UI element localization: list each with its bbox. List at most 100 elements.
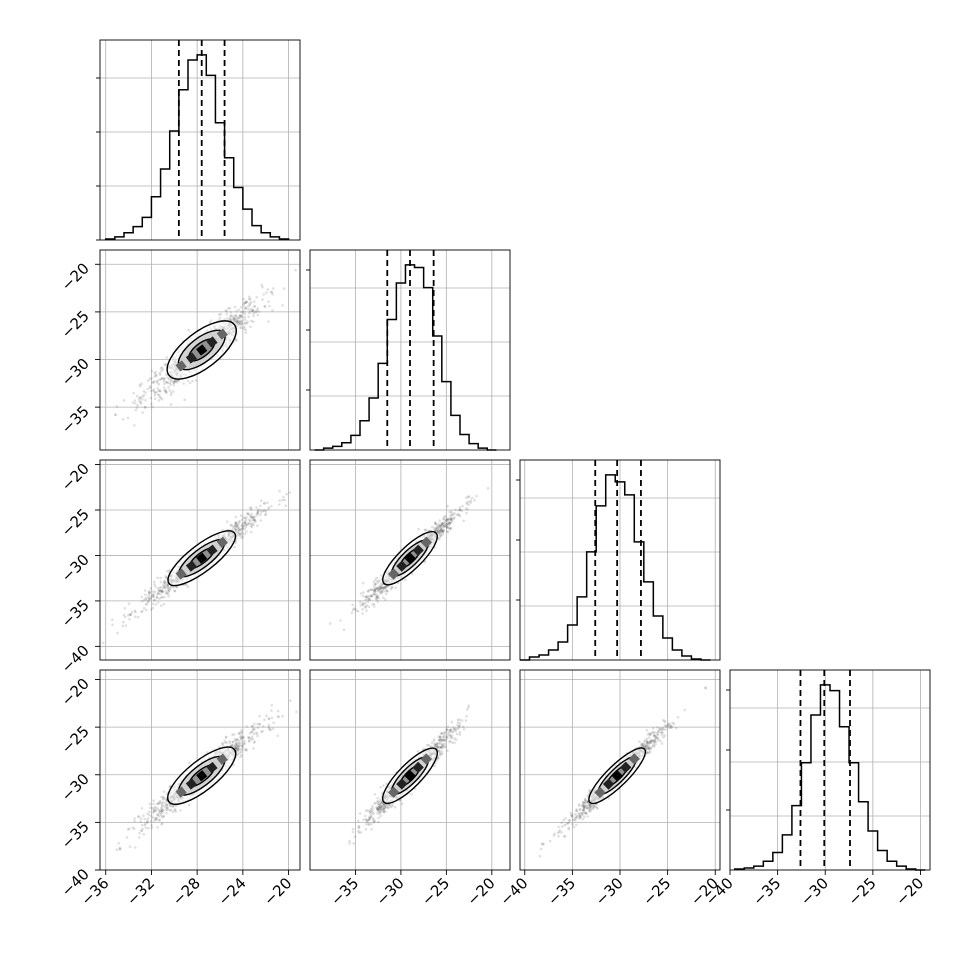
scatter-point [457, 509, 461, 512]
scatter-point [372, 580, 376, 584]
scatter-point [236, 526, 240, 529]
histogram-bin [859, 802, 869, 870]
scatter-point [182, 382, 185, 385]
scatter-point [164, 390, 167, 393]
scatter-point [134, 610, 137, 614]
scatter-point [253, 740, 256, 743]
scatter-point [161, 590, 164, 594]
scatter-point [163, 581, 166, 584]
scatter-point [129, 613, 132, 616]
scatter-point [240, 532, 244, 536]
scatter-point [167, 589, 171, 592]
histogram-bin [606, 475, 616, 660]
scatter-point [465, 502, 469, 506]
histogram-panel-3 [726, 669, 931, 871]
scatter-point [441, 531, 444, 534]
scatter-point [128, 613, 132, 616]
scatter-point [445, 522, 449, 526]
scatter-point [245, 516, 248, 519]
scatter-point [255, 506, 258, 509]
scatter-point [149, 396, 153, 400]
scatter-point [362, 818, 365, 822]
histogram-bin [634, 542, 644, 660]
scatter-point [258, 513, 262, 517]
scatter-point [139, 384, 142, 388]
scatter-point [235, 525, 238, 528]
scatter-point [261, 725, 265, 728]
scatter-point [235, 320, 238, 323]
scatter-point [253, 305, 257, 308]
scatter-point [283, 498, 287, 502]
scatter-point [138, 396, 142, 399]
scatter-point [660, 742, 664, 745]
scatter-point [234, 525, 237, 528]
scatter-point [453, 512, 456, 515]
scatter-point [253, 722, 256, 726]
scatter-point [150, 608, 153, 611]
scatter-point [225, 309, 228, 313]
scatter-point [160, 590, 164, 593]
scatter-point [243, 327, 246, 331]
scatter-point [139, 400, 142, 404]
scatter-point [382, 596, 385, 599]
panel-frame [99, 249, 301, 451]
scatter-point [384, 810, 387, 813]
scatter-point [270, 716, 274, 720]
scatter-point [144, 597, 148, 600]
scatter-point [364, 605, 367, 608]
scatter-point [163, 389, 167, 392]
histogram-bin [252, 226, 261, 240]
scatter-point [234, 541, 237, 545]
scatter-point [229, 314, 233, 317]
scatter-point [122, 620, 125, 624]
scatter-point [139, 820, 143, 823]
scatter-point [270, 290, 273, 294]
scatter-point [153, 583, 156, 586]
scatter-point [250, 735, 254, 739]
scatter-point [394, 586, 397, 589]
scatter-point [433, 527, 436, 530]
scatter-point [438, 536, 441, 540]
scatter-point [164, 381, 168, 384]
scatter-point [465, 496, 468, 500]
scatter-point [152, 593, 155, 597]
scatter-point [159, 592, 162, 596]
scatter-point [251, 737, 254, 741]
scatter-point [371, 594, 374, 597]
scatter-point [188, 761, 191, 764]
scatter-point [239, 748, 242, 751]
scatter-point [243, 318, 247, 322]
scatter-point [251, 320, 255, 324]
scatter-point [442, 515, 446, 518]
scatter-point [449, 740, 452, 743]
scatter-point [141, 398, 144, 401]
scatter-point [583, 815, 586, 819]
scatter-point [140, 829, 144, 833]
scatter-point [156, 393, 160, 397]
scatter-point [438, 746, 441, 749]
scatter-point [150, 826, 154, 830]
scatter-point [239, 326, 242, 330]
scatter-point [384, 585, 387, 589]
scatter-point [364, 827, 368, 831]
scatter-point [368, 598, 372, 602]
scatter-point [148, 810, 151, 814]
scatter-point [236, 747, 239, 751]
scatter-point [263, 305, 267, 308]
scatter-point [446, 504, 449, 508]
scatter-point [247, 315, 250, 319]
scatter-point [245, 725, 249, 728]
scatter-point [248, 295, 251, 299]
histogram-bin [161, 169, 170, 240]
scatter-point [364, 822, 368, 826]
scatter-point [170, 391, 173, 395]
scatter-point [438, 525, 442, 528]
scatter-point [236, 534, 239, 537]
scatter-point [243, 742, 246, 745]
scatter-point [240, 518, 244, 522]
scatter-point [168, 804, 172, 807]
scatter-point [452, 513, 455, 516]
scatter-point [166, 583, 169, 587]
scatter-point [140, 382, 144, 386]
scatter-point [252, 519, 255, 522]
